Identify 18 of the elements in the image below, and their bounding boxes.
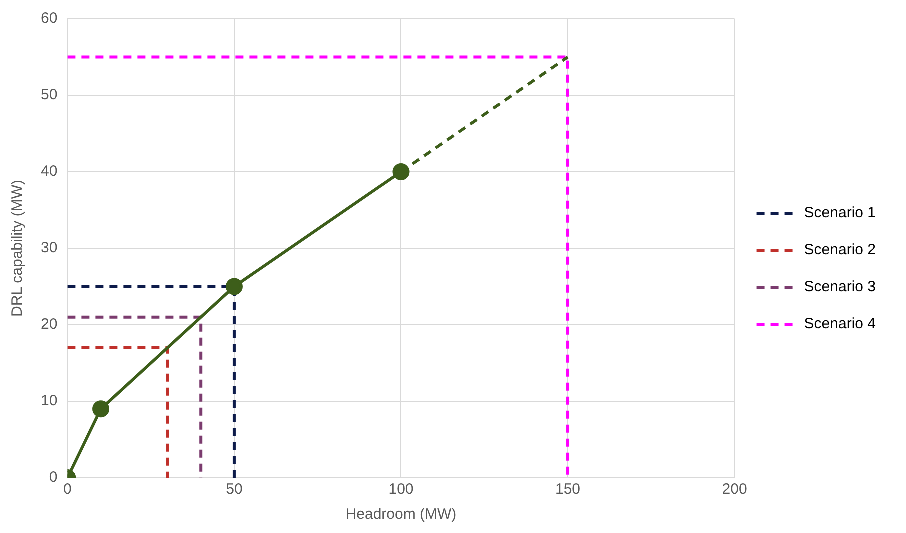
legend-label: Scenario 4 (804, 316, 876, 333)
y-axis-title: DRL capability (MW) (9, 180, 26, 317)
y-tick-label: 60 (40, 10, 58, 28)
legend-label: Scenario 2 (804, 242, 876, 259)
legend-label: Scenario 3 (804, 278, 876, 296)
y-tick-label: 10 (40, 392, 58, 410)
y-tick-label: 20 (40, 316, 58, 334)
y-tick-label: 0 (49, 469, 58, 486)
legend-label: Scenario 1 (804, 204, 876, 222)
x-tick-label: 0 (64, 481, 72, 498)
x-tick-label: 50 (226, 481, 243, 498)
x-tick-label: 200 (722, 481, 748, 498)
y-tick-label: 40 (40, 163, 58, 180)
x-tick-label: 100 (388, 481, 414, 498)
x-axis-title: Headroom (MW) (346, 506, 457, 524)
x-tick-label: 150 (555, 481, 581, 498)
y-tick-label: 50 (40, 86, 58, 104)
y-tick-label: 30 (40, 240, 58, 257)
